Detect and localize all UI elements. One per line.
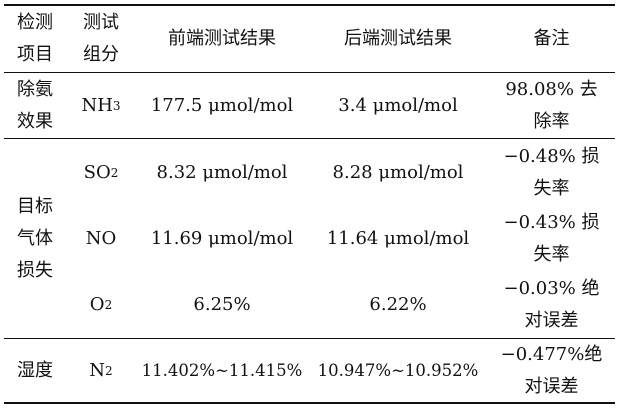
- group-rule-2: [4, 338, 615, 339]
- header-rule: [4, 72, 615, 73]
- back-value-so2: 8.28 μmol/mol: [332, 161, 464, 183]
- back-value-nh3: 3.4 μmol/mol: [338, 94, 458, 116]
- back-value-no: 11.64 μmol/mol: [326, 228, 470, 249]
- note-nh3: 98.08% 去除率: [505, 78, 598, 132]
- group-rule-1: [4, 138, 615, 139]
- bottom-rule: [4, 402, 615, 404]
- component-nh3: NH 3: [81, 94, 121, 116]
- header-front-result: 前端测试结果: [168, 28, 276, 49]
- component-so2: SO 2: [83, 161, 119, 183]
- front-value-nh3: 177.5 μmol/mol: [150, 94, 294, 116]
- component-no: NO: [85, 228, 117, 249]
- data-table: 检测项目 测试组分 前端测试结果 后端测试结果 备注 除氨效果 NH 3 177.…: [4, 4, 615, 404]
- note-n2: −0.477%绝对误差: [500, 343, 603, 397]
- front-value-o2: 6.25%: [193, 294, 251, 315]
- header-note: 备注: [533, 28, 570, 49]
- back-value-n2: 10.947%~10.952%: [317, 360, 479, 380]
- front-value-n2: 11.402%~11.415%: [141, 360, 303, 380]
- front-value-no: 11.69 μmol/mol: [150, 228, 294, 249]
- group-target-gas-loss: 目标气体损失: [17, 195, 53, 281]
- header-back-result: 后端测试结果: [344, 28, 452, 49]
- back-value-o2: 6.22%: [369, 294, 427, 315]
- header-component: 测试组分: [83, 12, 119, 65]
- header-item: 检测项目: [17, 12, 53, 65]
- note-so2: −0.48% 损失率: [503, 145, 600, 199]
- note-no: −0.43% 损失率: [503, 212, 600, 265]
- front-value-so2: 8.32 μmol/mol: [156, 161, 288, 183]
- top-rule: [4, 4, 615, 6]
- group-humidity: 湿度: [17, 359, 53, 381]
- note-o2: −0.03% 绝对误差: [503, 278, 600, 331]
- group-removal-effect: 除氨效果: [17, 78, 53, 132]
